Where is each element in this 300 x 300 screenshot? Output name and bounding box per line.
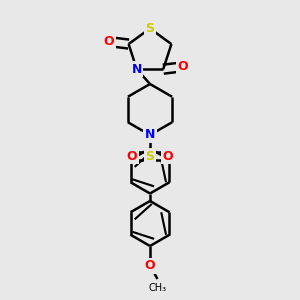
Text: O: O [104, 35, 114, 48]
Text: CH₃: CH₃ [148, 283, 166, 292]
Text: S: S [146, 22, 154, 35]
Text: N: N [145, 128, 155, 142]
Text: O: O [145, 259, 155, 272]
Text: N: N [132, 63, 142, 76]
Text: O: O [127, 149, 137, 163]
Text: O: O [177, 60, 188, 73]
Text: O: O [163, 149, 173, 163]
Text: S: S [146, 149, 154, 163]
